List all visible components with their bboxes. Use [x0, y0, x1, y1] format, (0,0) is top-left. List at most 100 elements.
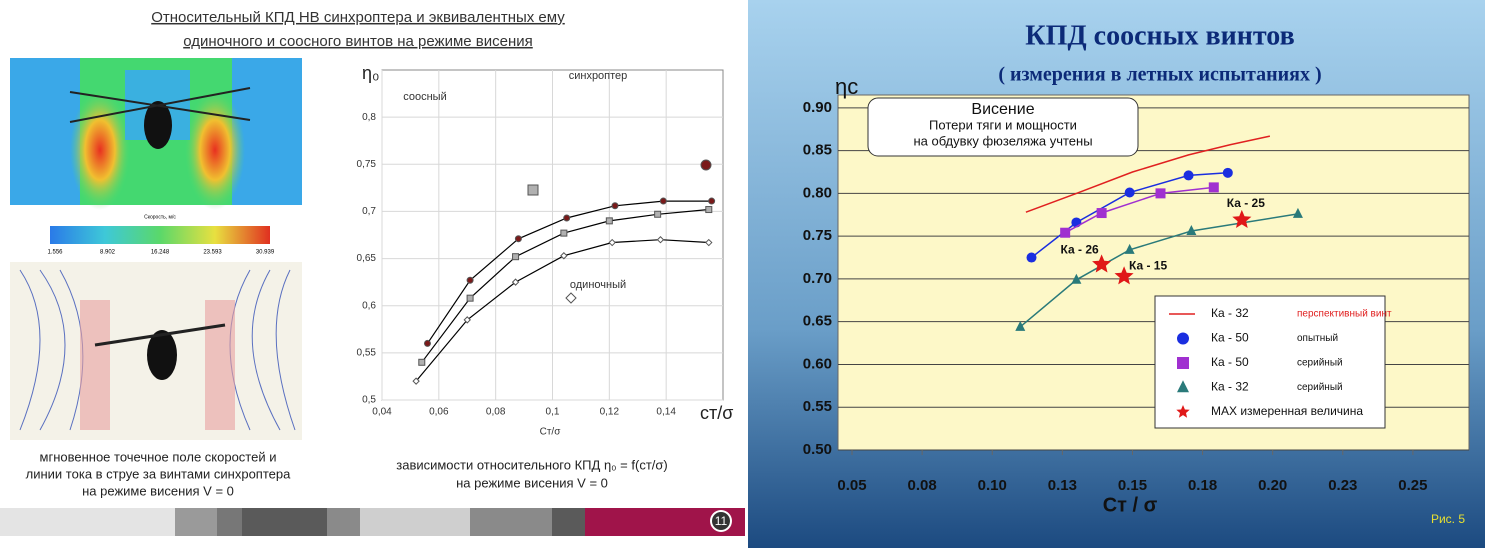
marker — [514, 235, 522, 243]
y-tick-label: 0.90 — [803, 99, 832, 116]
y-tick-label: 0,6 — [362, 300, 376, 311]
marker — [1015, 320, 1026, 331]
series-line — [1064, 186, 1214, 234]
y-tick-label: 0.65 — [803, 313, 832, 330]
caption: на режиме висения V = 0 — [82, 483, 234, 498]
marker — [1114, 266, 1134, 285]
marker — [1232, 209, 1252, 228]
marker — [466, 294, 474, 302]
marker — [463, 316, 471, 324]
y-tick-label: 0,5 — [362, 395, 376, 406]
point-label: Ка - 26 — [1061, 243, 1099, 257]
y-tick-label: 0,55 — [357, 347, 377, 358]
marker — [1096, 208, 1107, 219]
colorbar — [50, 226, 270, 244]
x-tick-label: 0,04 — [372, 407, 392, 418]
y-axis-label: η₀ — [362, 63, 379, 83]
series-line — [1025, 135, 1271, 213]
caption: линии тока в струе за винтами синхроптер… — [26, 466, 291, 481]
point-label: Ка - 15 — [1129, 259, 1167, 273]
marker — [527, 184, 539, 196]
marker — [1177, 357, 1189, 369]
marker — [1186, 225, 1197, 236]
y-tick-label: 0,7 — [362, 206, 376, 217]
legend-box — [1154, 295, 1386, 429]
marker — [708, 197, 716, 205]
y-tick-label: 0,65 — [357, 253, 377, 264]
streamline-image — [10, 262, 302, 440]
legend-label: MAX измеренная величина — [1211, 404, 1363, 418]
annotation: на обдувку фюзеляжа учтены — [913, 133, 1092, 148]
x-tick-label: 0,1 — [546, 407, 560, 418]
marker — [1208, 182, 1219, 193]
colorbar-tick-label: 8.902 — [100, 250, 116, 256]
marker — [705, 206, 713, 214]
y-tick-label: 0.55 — [803, 398, 832, 415]
marker — [560, 229, 568, 237]
y-axis-label: ηc — [835, 74, 858, 99]
x-tick-label: 0.10 — [978, 477, 1007, 494]
series-label: соосный — [403, 91, 446, 103]
marker — [611, 202, 619, 210]
x-axis-label: Cт/σ — [540, 427, 562, 438]
y-tick-label: 0.70 — [803, 270, 832, 287]
x-tick-label: 0.08 — [908, 477, 937, 494]
page-number: 11 — [715, 514, 728, 528]
legend-label: Ка - 50 — [1211, 331, 1249, 345]
annotation-box — [867, 97, 1139, 157]
point-label: Ка - 25 — [1227, 196, 1265, 210]
series-label: одиночный — [570, 279, 626, 291]
footer-bar — [0, 508, 745, 536]
caption: на режиме висения V = 0 — [456, 475, 608, 490]
marker — [563, 214, 571, 222]
marker — [654, 210, 662, 218]
x-axis-label: Cт / σ — [1103, 494, 1158, 516]
y-tick-label: 0.50 — [803, 441, 832, 458]
colorbar-tick-label: 16.248 — [151, 250, 170, 256]
marker — [656, 236, 665, 244]
marker — [412, 377, 420, 385]
legend-detail: перспективный винт — [1297, 309, 1392, 320]
marker — [700, 159, 712, 171]
marker — [705, 238, 713, 247]
y-tick-label: 0.85 — [803, 142, 832, 159]
colorbar-title: Скорость, м/с — [144, 214, 176, 220]
y-tick-label: 0.60 — [803, 355, 832, 372]
x-axis-label: cт/σ — [700, 403, 733, 423]
marker — [1222, 167, 1233, 178]
marker — [1292, 207, 1303, 218]
figure-label: Рис. 5 — [1431, 512, 1465, 526]
marker — [1060, 227, 1071, 238]
caption: мгновенное точечное поле скоростей и — [40, 449, 277, 464]
marker — [1176, 405, 1190, 418]
x-tick-label: 0.18 — [1188, 477, 1217, 494]
legend-label: Ка - 32 — [1211, 306, 1249, 320]
marker — [1092, 254, 1112, 273]
y-tick-label: 0.75 — [803, 227, 832, 244]
legend-label: Ка - 32 — [1211, 380, 1249, 394]
marker — [605, 217, 613, 225]
x-tick-label: 0,08 — [486, 407, 506, 418]
legend-detail: серийный — [1297, 358, 1343, 369]
legend-label: Ка - 50 — [1211, 355, 1249, 369]
caption: зависимости относительного КПД η₀ = f(cт… — [396, 457, 668, 472]
y-tick-label: 0,75 — [357, 159, 377, 170]
x-tick-label: 0,14 — [656, 407, 676, 418]
x-tick-label: 0,06 — [429, 407, 449, 418]
marker — [1124, 243, 1135, 254]
colorbar-tick-label: 30.939 — [256, 250, 275, 256]
marker — [565, 292, 577, 304]
x-tick-label: 0.05 — [837, 477, 866, 494]
slide-title: одиночного и соосного винтов на режиме в… — [183, 33, 533, 50]
marker — [1124, 187, 1135, 198]
x-tick-label: 0,12 — [600, 407, 620, 418]
marker — [608, 238, 616, 247]
x-tick-label: 0.15 — [1118, 477, 1147, 494]
marker — [1026, 252, 1037, 263]
marker — [560, 252, 568, 260]
y-tick-label: 0.80 — [803, 184, 832, 201]
marker — [1155, 188, 1166, 199]
marker — [511, 278, 520, 286]
legend-detail: серийный — [1297, 382, 1343, 393]
